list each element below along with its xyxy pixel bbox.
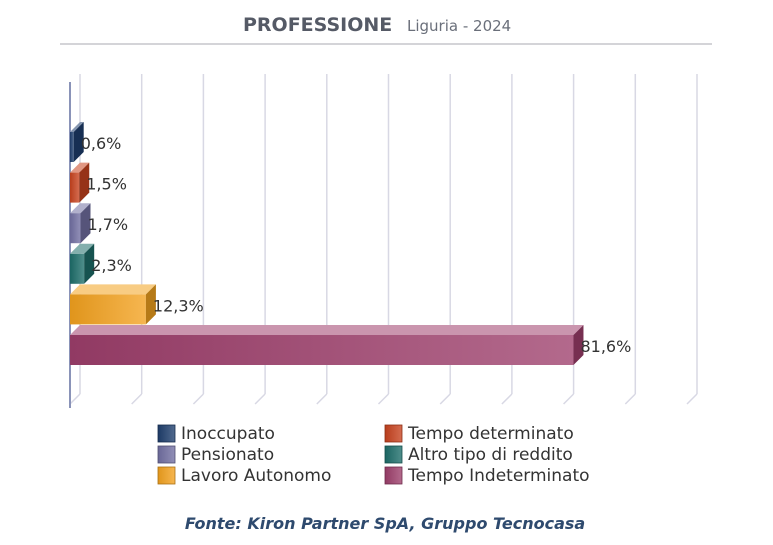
bar-top-face — [70, 203, 91, 214]
bar-side-face — [84, 243, 95, 284]
bar-side-face — [73, 122, 84, 162]
bar-side-face — [145, 284, 156, 325]
gridline-floor — [316, 393, 328, 405]
legend-item: Tempo Indeterminato — [384, 466, 590, 486]
legend-item: Pensionato — [157, 445, 274, 465]
gridline-floor — [377, 393, 390, 405]
legend-label: Pensionato — [181, 445, 274, 465]
bar — [70, 325, 584, 365]
legend: Inoccupato Tempo determinato Pensionato Alt… — [157, 424, 590, 486]
bar — [70, 122, 84, 162]
bar-side-face — [80, 203, 91, 244]
gridline-floor — [563, 393, 575, 405]
bar-side-face — [79, 162, 90, 203]
gridline-floor — [686, 393, 698, 405]
legend-label: Altro tipo di reddito — [408, 445, 573, 465]
legend-label: Tempo determinato — [407, 424, 574, 444]
legend-swatch — [157, 424, 176, 443]
bar-top-face — [70, 122, 84, 132]
bar-front-face — [70, 132, 74, 162]
bar-front-face — [70, 172, 80, 203]
gridline-floor — [131, 393, 143, 405]
data-label: 0,6% — [81, 134, 122, 153]
bar — [70, 243, 95, 284]
data-label: 81,6% — [580, 337, 631, 356]
bar-front-face — [70, 335, 574, 365]
chart-title: PROFESSIONE — [243, 14, 392, 36]
legend-item: Inoccupato — [157, 424, 275, 444]
legend-swatch — [384, 445, 403, 464]
data-label: 12,3% — [153, 296, 204, 315]
legend-label: Tempo Indeterminato — [407, 466, 590, 486]
gridline-floor — [501, 393, 513, 405]
data-label: 1,7% — [87, 215, 128, 234]
legend-item: Lavoro Autonomo — [157, 466, 331, 486]
legend-swatch — [157, 445, 176, 464]
label-layer: 0,6% 1,5% 1,7% 2,3% 12,3% 81,6% — [81, 134, 632, 356]
bar-front-face — [70, 253, 85, 284]
data-label: 1,5% — [86, 175, 127, 194]
bar — [70, 203, 91, 244]
bar-layer — [70, 122, 584, 365]
legend-swatch — [157, 466, 176, 485]
bar-side-face — [573, 325, 584, 365]
bar — [70, 162, 90, 203]
bar-top-face — [70, 284, 156, 295]
legend-swatch — [384, 466, 403, 485]
bar-front-face — [70, 213, 81, 244]
legend-item: Altro tipo di reddito — [384, 445, 573, 465]
gridline-floor — [439, 393, 451, 405]
source-note: Fonte: Kiron Partner SpA, Gruppo Tecnoca… — [185, 514, 585, 533]
data-label: 2,3% — [91, 256, 132, 275]
gridline-floor — [69, 393, 81, 405]
chart-subtitle: Liguria - 2024 — [407, 17, 511, 35]
bar-top-face — [70, 325, 584, 335]
gridline-floor — [624, 393, 636, 405]
legend-swatch — [384, 424, 403, 443]
bar-front-face — [70, 294, 146, 325]
gridline-floor — [254, 393, 266, 405]
legend-label: Lavoro Autonomo — [181, 466, 331, 486]
bar-top-face — [70, 243, 95, 254]
legend-label: Inoccupato — [181, 424, 275, 444]
bar-top-face — [70, 162, 90, 173]
bar — [70, 284, 156, 325]
gridline-floor — [192, 393, 204, 405]
legend-item: Tempo determinato — [384, 424, 574, 444]
